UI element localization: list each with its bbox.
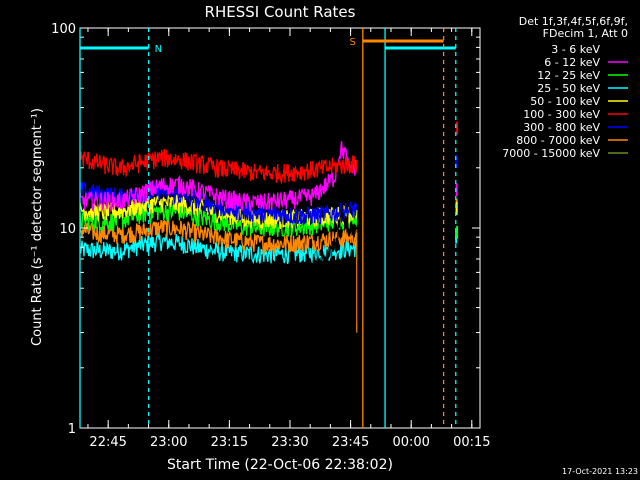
legend-label: 800 - 7000 keV [516,134,600,147]
x-tick-label: 22:45 [89,435,126,450]
legend-label: 6 - 12 keV [544,56,600,69]
legend-label: 25 - 50 keV [537,82,600,95]
legend-label: 12 - 25 keV [537,69,600,82]
ticks: 22:45 23:00 23:15 23:30 23:45 00:00 00:15 1 10 10… [51,22,490,450]
x-tick-label: 23:00 [150,435,187,450]
x-axis-label: Start Time (22-Oct-06 22:38:02) [167,457,393,473]
y-tick-label: 1 [68,422,76,437]
series-line-50-100-kev [79,194,358,232]
y-tick-label: 10 [59,222,76,237]
series-line-100-300-kev [79,148,358,185]
legend-header-line: FDecim 1, Att 0 [543,27,628,40]
footer-date: 17-Oct-2021 13:23 [562,467,638,476]
legend-label: 3 - 6 keV [551,43,600,56]
data-layer [79,121,459,333]
x-tick-label: 23:15 [211,435,248,450]
legend-label: 50 - 100 keV [530,95,600,108]
legend-header-line: Det 1f,3f,4f,5f,6f,9f, [519,15,628,28]
legend: Det 1f,3f,4f,5f,6f,9f,FDecim 1, Att 0 3 -… [502,15,628,160]
x-tick-label: 23:45 [332,435,369,450]
series-line-800-7000-kev [79,216,358,255]
night-label: N [155,44,162,55]
series-line-3-6-kev [79,209,358,307]
annotations: NS [79,28,457,428]
series-line-6-12-kev [79,141,358,213]
saa-label: S [349,37,355,48]
legend-label: 7000 - 15000 keV [502,147,600,160]
x-tick-label: 00:15 [453,435,490,450]
y-tick-label: 100 [51,22,76,37]
x-tick-label: 23:30 [271,435,308,450]
chart-title: RHESSI Count Rates [205,3,356,21]
legend-label: 100 - 300 keV [523,108,600,121]
y-axis-label: Count Rate (s⁻¹ detector segment⁻¹) [30,108,45,346]
legend-label: 300 - 800 keV [523,121,600,134]
series-line-300-800-kev [79,181,358,226]
x-tick-label: 00:00 [392,435,429,450]
series-line-12-25-kev [79,201,358,237]
